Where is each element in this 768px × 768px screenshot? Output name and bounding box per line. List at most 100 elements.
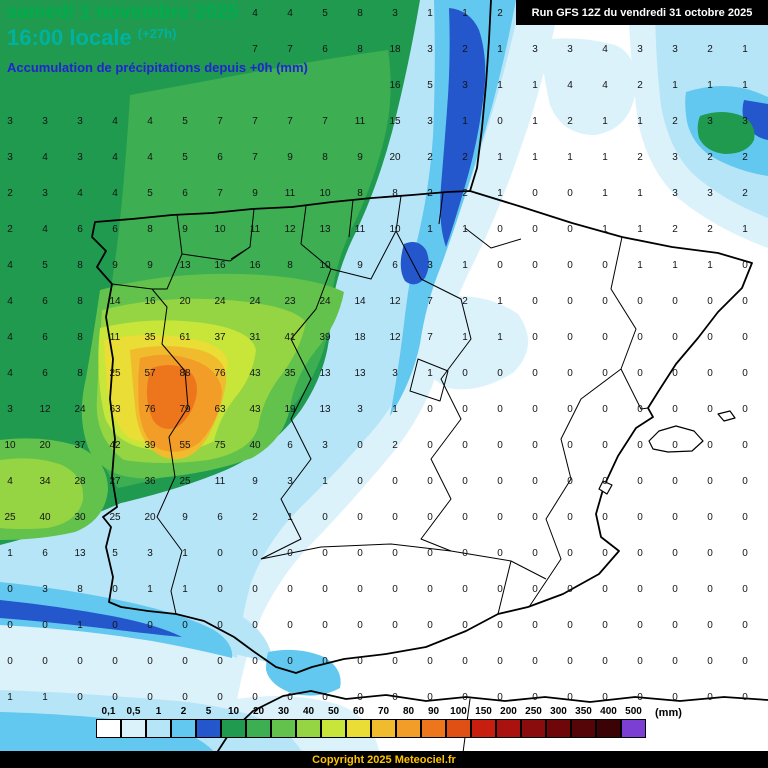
grid-value: 0 — [567, 476, 573, 487]
grid-value: 5 — [112, 548, 118, 559]
copyright-bar: Copyright 2025 Meteociel.fr — [0, 751, 768, 768]
grid-value: 0 — [637, 656, 643, 667]
grid-value: 2 — [742, 152, 748, 163]
legend-entry: 200 — [495, 706, 521, 738]
grid-value: 0 — [182, 620, 188, 631]
grid-value: 0 — [532, 368, 538, 379]
legend-entry: 350 — [570, 706, 596, 738]
grid-value: 2 — [637, 80, 643, 91]
grid-value: 0 — [742, 692, 748, 703]
grid-value: 7 — [217, 116, 223, 127]
grid-value: 0 — [707, 476, 713, 487]
grid-value: 25 — [179, 476, 191, 487]
grid-value: 0 — [637, 692, 643, 703]
grid-value: 0 — [497, 584, 503, 595]
legend-entry: 50 — [320, 706, 346, 738]
date-label: samedi 1 novembre 2025 — [7, 2, 239, 23]
grid-value: 0 — [672, 476, 678, 487]
grid-value: 9 — [357, 260, 363, 271]
grid-value: 23 — [284, 296, 296, 307]
grid-value: 5 — [147, 188, 153, 199]
grid-value: 4 — [42, 152, 48, 163]
grid-value: 3 — [637, 44, 643, 55]
grid-value: 0 — [602, 260, 608, 271]
grid-value: 0 — [742, 656, 748, 667]
grid-value: 6 — [217, 512, 223, 523]
grid-value: 7 — [287, 116, 293, 127]
grid-value: 39 — [319, 332, 331, 343]
grid-value: 0 — [707, 620, 713, 631]
grid-value: 0 — [742, 620, 748, 631]
grid-value: 16 — [249, 260, 261, 271]
grid-value: 2 — [7, 224, 13, 235]
grid-value: 0 — [252, 620, 258, 631]
grid-value: 0 — [497, 260, 503, 271]
grid-value: 0 — [567, 584, 573, 595]
grid-value: 6 — [287, 440, 293, 451]
legend-entry: 5 — [195, 706, 221, 738]
grid-value: 0 — [567, 512, 573, 523]
grid-value: 0 — [322, 584, 328, 595]
grid-value: 3 — [672, 152, 678, 163]
legend-color-swatch — [295, 719, 321, 738]
legend-entry: 10 — [220, 706, 246, 738]
grid-value: 27 — [109, 476, 121, 487]
legend-tick-label: 400 — [600, 706, 617, 717]
grid-value: 0 — [287, 548, 293, 559]
grid-value: 4 — [112, 188, 118, 199]
grid-value: 3 — [462, 80, 468, 91]
grid-value: 0 — [287, 656, 293, 667]
grid-value: 0 — [637, 296, 643, 307]
grid-value: 0 — [742, 440, 748, 451]
grid-value: 0 — [637, 548, 643, 559]
grid-value: 9 — [252, 476, 258, 487]
grid-value: 5 — [182, 116, 188, 127]
grid-value: 0 — [637, 404, 643, 415]
grid-value: 9 — [182, 224, 188, 235]
grid-value: 7 — [217, 188, 223, 199]
grid-value: 75 — [214, 440, 226, 451]
grid-value: 8 — [77, 260, 83, 271]
legend-entry: 100 — [445, 706, 471, 738]
grid-value: 0 — [497, 512, 503, 523]
grid-value: 0 — [287, 620, 293, 631]
grid-value: 7 — [322, 116, 328, 127]
grid-value: 2 — [672, 116, 678, 127]
grid-value: 0 — [672, 548, 678, 559]
grid-value: 0 — [742, 548, 748, 559]
grid-value: 9 — [182, 512, 188, 523]
grid-value: 0 — [567, 188, 573, 199]
legend-tick-label: 5 — [205, 706, 212, 717]
grid-value: 0 — [707, 512, 713, 523]
legend-tick-label: 0,5 — [126, 706, 141, 717]
grid-value: 16 — [389, 80, 401, 91]
legend-tick-label: 0,1 — [101, 706, 116, 717]
grid-value: 1 — [77, 620, 83, 631]
grid-value: 0 — [217, 656, 223, 667]
legend-tick-label: 50 — [327, 706, 340, 717]
grid-value: 14 — [354, 296, 366, 307]
legend-tick-label: 90 — [427, 706, 440, 717]
grid-value: 40 — [39, 512, 51, 523]
grid-value: 31 — [249, 332, 261, 343]
grid-value: 4 — [77, 188, 83, 199]
grid-value: 1 — [497, 44, 503, 55]
grid-value: 3 — [427, 116, 433, 127]
grid-value: 2 — [392, 440, 398, 451]
grid-value: 8 — [77, 368, 83, 379]
grid-value: 20 — [179, 296, 191, 307]
grid-value: 0 — [567, 332, 573, 343]
grid-value: 41 — [284, 332, 296, 343]
grid-value: 1 — [637, 188, 643, 199]
grid-value: 4 — [147, 116, 153, 127]
grid-value: 0 — [392, 692, 398, 703]
grid-value: 25 — [109, 512, 121, 523]
grid-value: 3 — [742, 116, 748, 127]
grid-value: 11 — [284, 188, 296, 199]
grid-value: 1 — [322, 476, 328, 487]
grid-value: 0 — [742, 476, 748, 487]
grid-value: 13 — [319, 368, 331, 379]
grid-value: 1 — [532, 80, 538, 91]
